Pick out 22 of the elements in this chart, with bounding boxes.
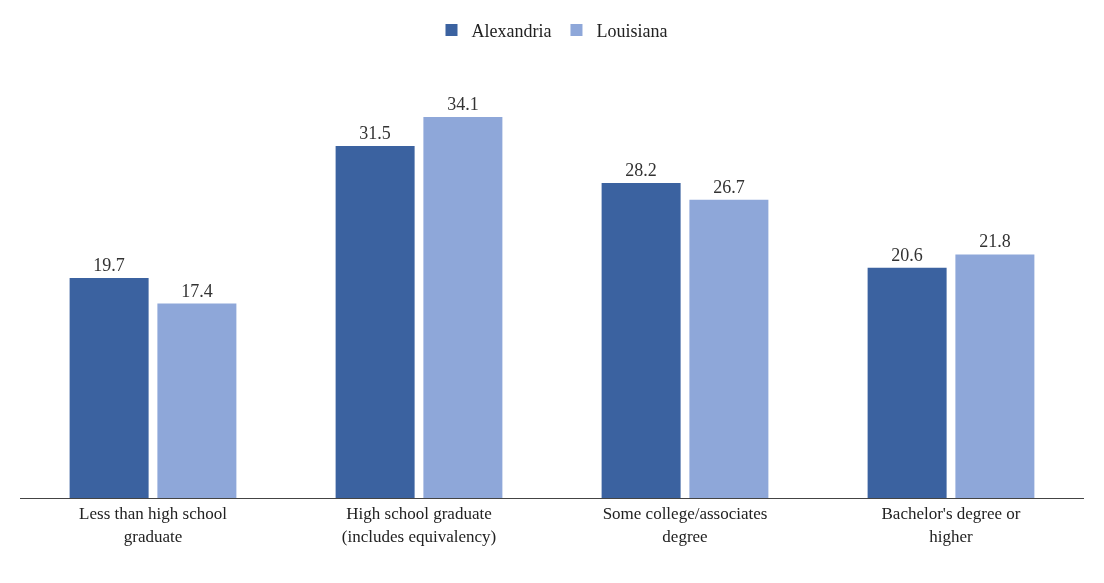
- x-tick-label: Some college/associates degree: [602, 504, 768, 546]
- data-label: 26.7: [713, 176, 745, 197]
- bar: [867, 267, 947, 498]
- data-label: 28.2: [625, 159, 657, 180]
- data-label: 34.1: [447, 94, 479, 115]
- bar: [157, 303, 237, 498]
- bar: [335, 146, 415, 498]
- x-tick-label: Less than high school graduate: [79, 504, 228, 546]
- bar: [423, 117, 503, 498]
- bar: [69, 277, 149, 498]
- bar: [689, 199, 769, 498]
- data-label: 17.4: [181, 280, 213, 301]
- legend-label: Louisiana: [596, 21, 668, 42]
- data-label: 31.5: [359, 123, 391, 144]
- bar: [601, 182, 681, 498]
- x-tick-label: Bachelor's degree or higher: [881, 504, 1021, 546]
- data-label: 21.8: [979, 231, 1011, 252]
- data-label: 19.7: [93, 254, 125, 275]
- bar: [955, 254, 1035, 498]
- data-label: 20.6: [891, 244, 923, 265]
- x-tick-label: High school graduate (includes equivalency): [341, 504, 497, 546]
- legend-label: Alexandria: [471, 21, 552, 42]
